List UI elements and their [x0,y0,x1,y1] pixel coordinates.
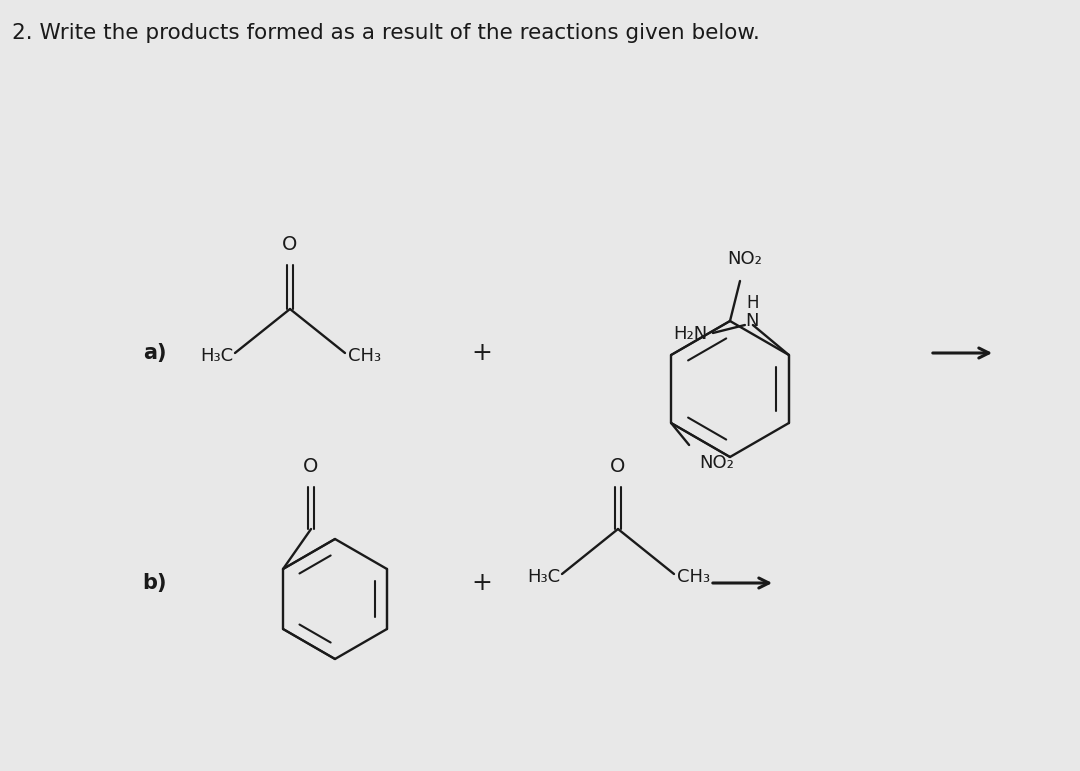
Text: N: N [745,312,758,330]
Text: O: O [282,235,298,254]
Text: H₃C: H₃C [527,568,561,586]
Text: +: + [472,341,492,365]
Text: +: + [472,571,492,595]
Text: H₂N: H₂N [674,325,707,343]
Text: H₃C: H₃C [200,347,233,365]
Text: H: H [746,294,759,312]
Text: a): a) [144,343,166,363]
Text: O: O [303,457,319,476]
Text: CH₃: CH₃ [348,347,381,365]
Text: NO₂: NO₂ [728,250,762,268]
Text: O: O [610,457,625,476]
Text: CH₃: CH₃ [677,568,711,586]
Text: 2. Write the products formed as a result of the reactions given below.: 2. Write the products formed as a result… [12,23,760,43]
Text: NO₂: NO₂ [699,454,734,472]
Text: b): b) [143,573,167,593]
